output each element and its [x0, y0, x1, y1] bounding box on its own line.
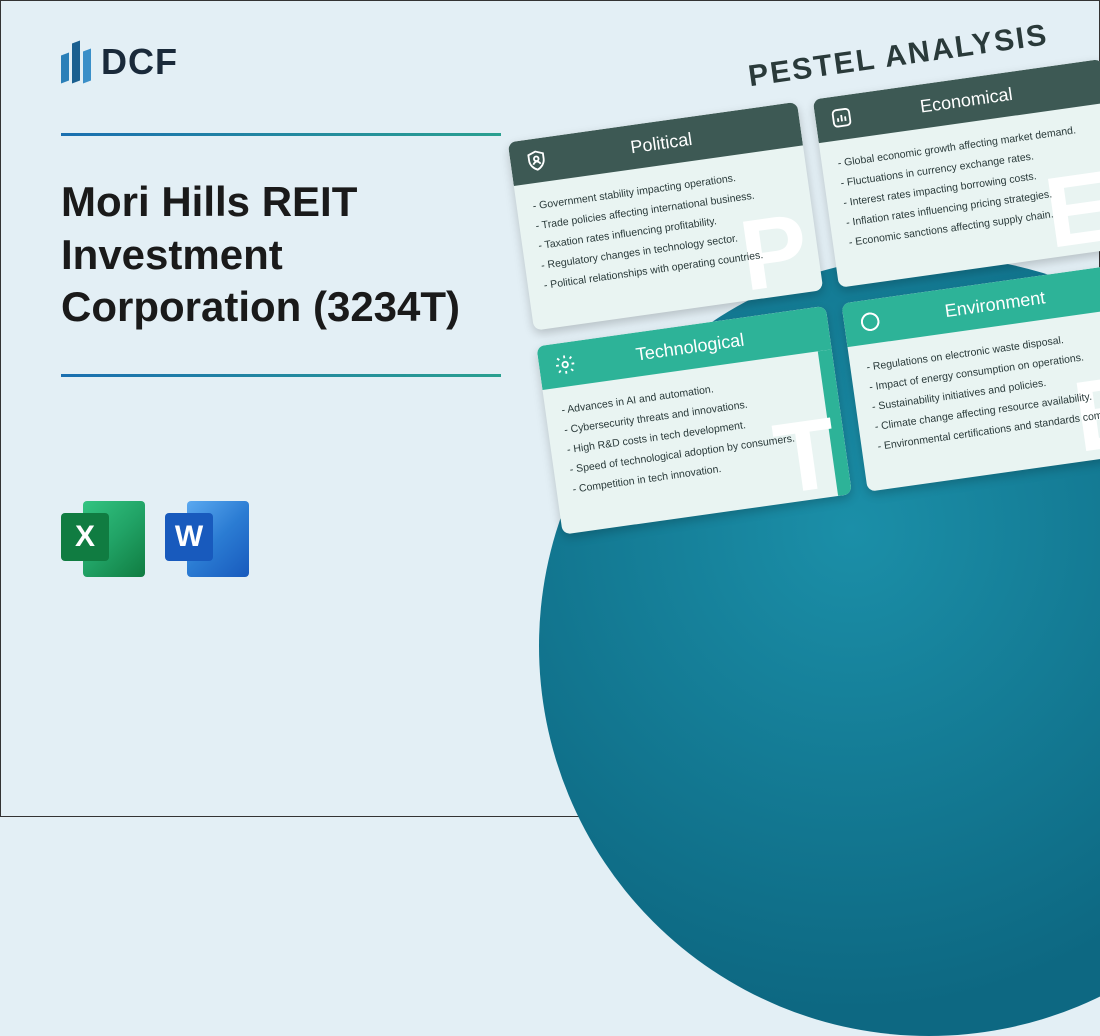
logo-text: DCF [101, 41, 178, 83]
card-technological: Technological T - Advances in AI and aut… [536, 306, 852, 535]
logo: DCF [61, 41, 501, 83]
divider-top [61, 133, 501, 136]
gear-icon [552, 351, 579, 378]
pestel-grid: Political P - Government stability impac… [508, 59, 1100, 535]
card-political: Political P - Government stability impac… [508, 102, 824, 331]
logo-icon [61, 42, 91, 82]
pestel-panel: PESTEL ANALYSIS Political P - Government… [501, 11, 1100, 534]
excel-icon[interactable]: X [61, 497, 145, 581]
card-environment: Environment E - Regulations on electroni… [841, 263, 1100, 492]
word-icon[interactable]: W [165, 497, 249, 581]
left-panel: DCF Mori Hills REIT Investment Corporati… [61, 41, 501, 581]
page-title: Mori Hills REIT Investment Corporation (… [61, 176, 501, 334]
file-icons: X W [61, 497, 501, 581]
bar-chart-icon [828, 104, 855, 131]
divider-bottom [61, 374, 501, 377]
shield-user-icon [523, 147, 550, 174]
card-economical: Economical E - Global economic growth af… [813, 59, 1100, 288]
leaf-icon [857, 308, 884, 335]
